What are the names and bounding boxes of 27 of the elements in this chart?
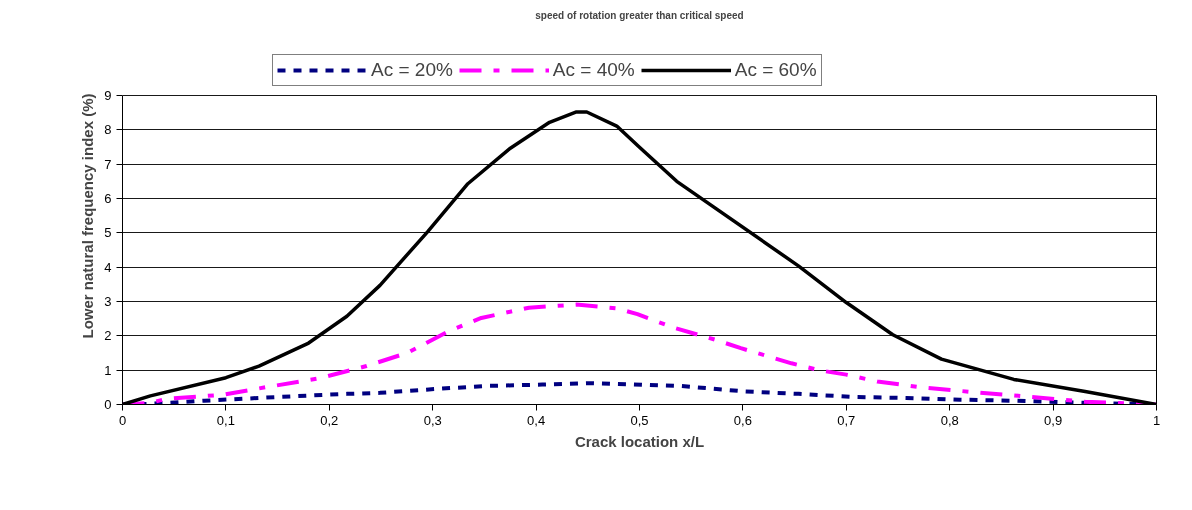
y-tick-label: 4 (104, 259, 112, 275)
y-tick-label: 2 (104, 328, 112, 344)
y-tick-label: 9 (104, 87, 112, 103)
x-tick-label: 0,6 (733, 412, 752, 428)
x-tick-label: 0,4 (527, 412, 546, 428)
x-tick-label: 0,5 (630, 412, 649, 428)
y-tick-label: 7 (104, 156, 112, 172)
y-tick-label: 5 (104, 225, 112, 241)
y-tick-label: 0 (104, 397, 112, 412)
y-tick-label: 6 (104, 190, 112, 206)
y-tick-label: 8 (104, 122, 112, 138)
chart-title: speed of rotation greater than critical speed (535, 9, 744, 21)
x-tick-label: 1 (1152, 412, 1161, 428)
x-tick-label: 0 (118, 412, 127, 428)
legend-label: Ac = 40% (552, 59, 635, 81)
x-tick-label: 0,2 (320, 412, 339, 428)
x-tick-label: 0,7 (837, 412, 856, 428)
x-axis-title: Crack location x/L (574, 432, 705, 450)
y-axis-title: Lower natural frequency index (%) (79, 93, 97, 339)
y-tick-label: 1 (104, 362, 112, 378)
y-tick-label: 3 (104, 293, 112, 309)
x-tick-label: 0,8 (940, 412, 959, 428)
x-tick-label: 0,3 (423, 412, 442, 428)
legend-label: Ac = 20% (371, 59, 453, 81)
x-tick-label: 0,1 (216, 412, 235, 428)
x-tick-label: 0,9 (1044, 412, 1063, 428)
legend-label: Ac = 60% (734, 59, 817, 81)
